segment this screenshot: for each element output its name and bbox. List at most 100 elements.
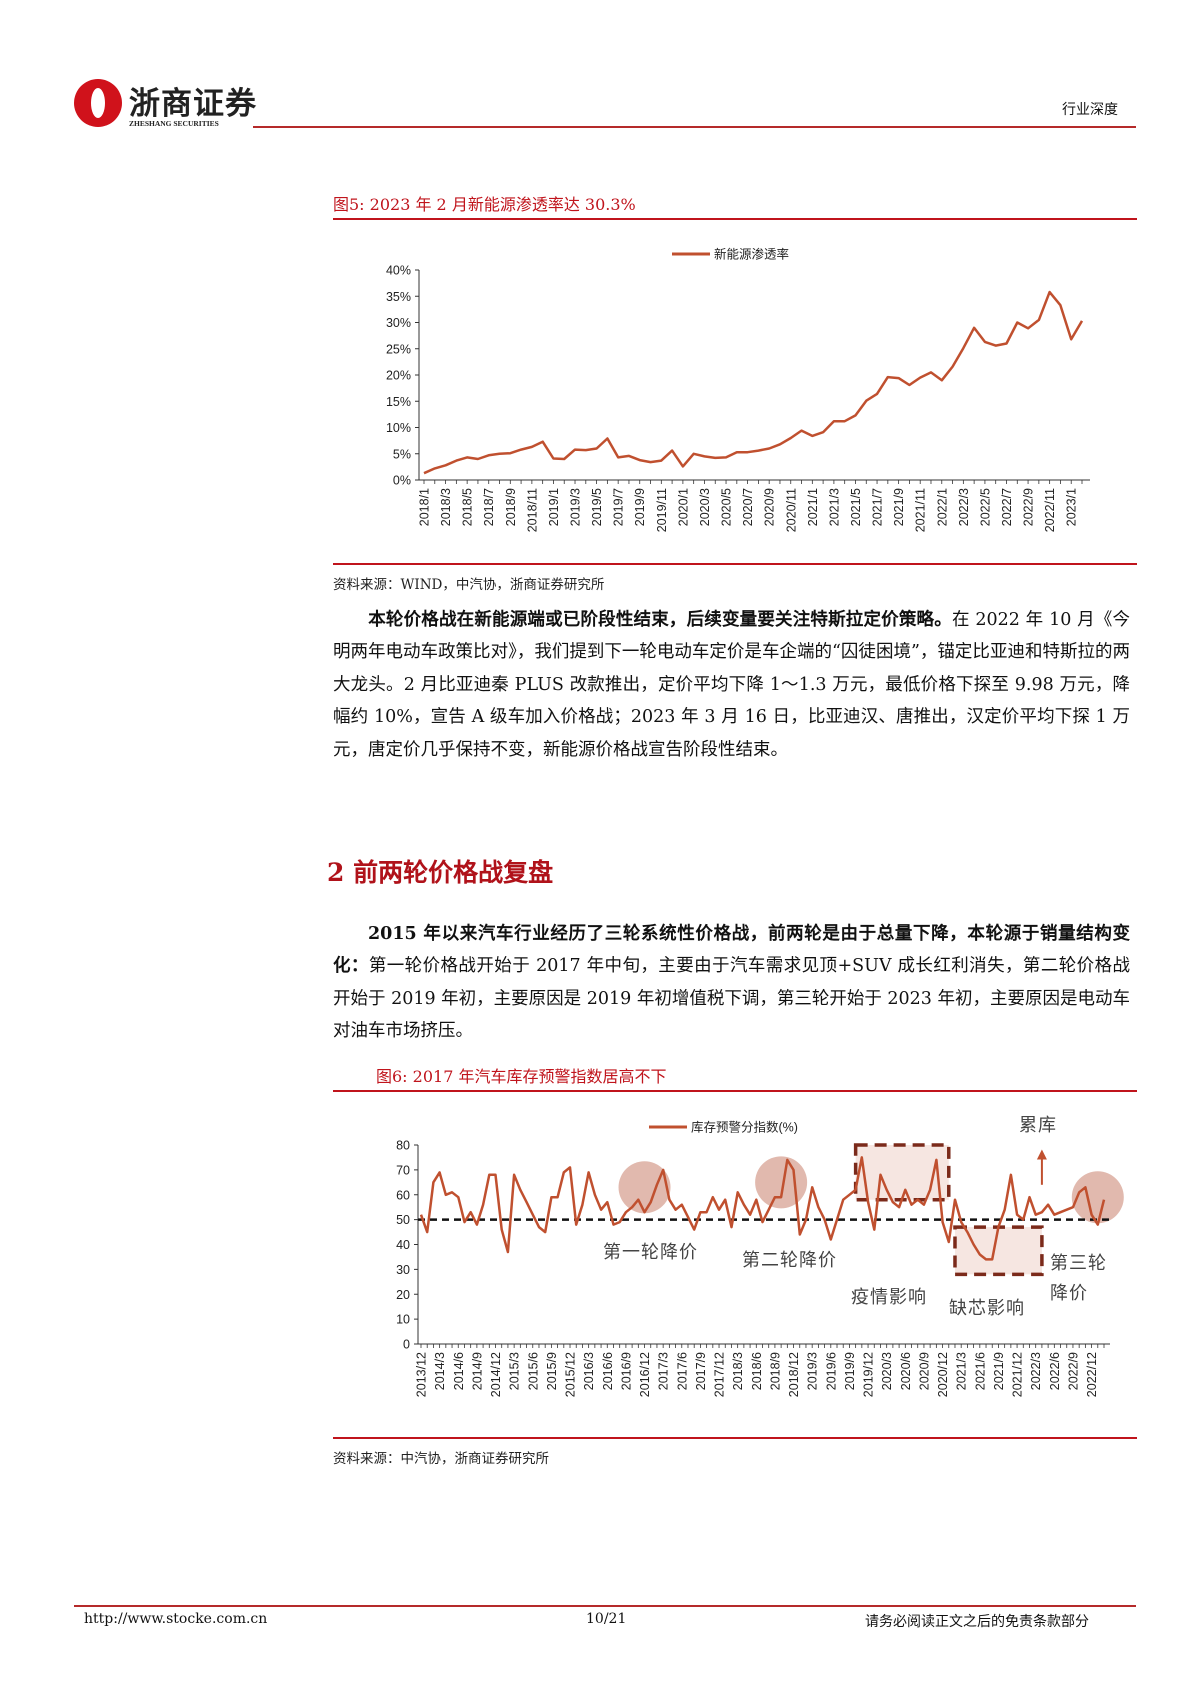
x-tick-label: 2019/12 <box>862 1352 876 1397</box>
legend-label: 新能源渗透率 <box>714 247 789 262</box>
x-tick-label: 2022/12 <box>1085 1352 1099 1397</box>
y-tick-label: 60 <box>396 1188 410 1202</box>
y-tick-label: 30% <box>386 316 411 330</box>
x-tick-label: 2020/9 <box>763 488 777 526</box>
y-tick-label: 30 <box>396 1263 410 1277</box>
x-tick-label: 2018/3 <box>439 488 453 526</box>
x-tick-label: 2015/3 <box>508 1352 522 1390</box>
footer-divider <box>74 1605 1136 1607</box>
series-line <box>419 1156 1106 1261</box>
y-tick-label: 15% <box>386 395 411 409</box>
x-tick-label: 2018/12 <box>787 1352 801 1397</box>
x-tick-label: 2020/3 <box>698 488 712 526</box>
x-tick-label: 2021/3 <box>827 488 841 526</box>
y-tick-label: 70 <box>396 1163 410 1177</box>
x-tick-label: 2020/9 <box>917 1352 931 1390</box>
y-tick-label: 50 <box>396 1213 410 1227</box>
figure5-source: 资料来源：WIND，中汽协，浙商证券研究所 <box>333 577 605 593</box>
footer-url[interactable]: http://www.stocke.com.cn <box>84 1611 268 1627</box>
y-tick-label: 25% <box>386 342 411 356</box>
x-tick-label: 2021/9 <box>892 488 906 526</box>
x-tick-label: 2020/11 <box>784 488 798 532</box>
x-tick-label: 2017/9 <box>694 1352 708 1390</box>
paragraph-2: 2015 年以来汽车行业经历了三轮系统性价格战，前两轮是由于总量下降，本轮源于销… <box>333 918 1130 1048</box>
x-tick-label: 2018/7 <box>482 488 496 526</box>
x-tick-label: 2018/6 <box>750 1352 764 1390</box>
y-tick-label: 40% <box>386 264 411 278</box>
highlight-circle <box>755 1156 808 1209</box>
chart-nev-penetration: 0% 5% 10% 15% 20% 25% 30% 35% 40% 2018/1 2018/3 201… <box>386 247 1090 532</box>
figure5-top-rule <box>333 218 1137 220</box>
paragraph-2-lead: 2015 年以来汽车行业经历了三轮系统性价格战，前两轮是由于总量下降，本轮源于销… <box>333 924 1130 977</box>
x-tick-label: 2023/1 <box>1065 488 1079 526</box>
legend-label: 库存预警分指数(%) <box>691 1120 798 1135</box>
figure6-title: 图6: 2017 年汽车库存预警指数居高不下 <box>376 1067 667 1086</box>
x-tick-label: 2020/3 <box>880 1352 894 1390</box>
x-tick-label: 2015/12 <box>564 1352 578 1397</box>
x-tick-label: 2016/12 <box>638 1352 652 1397</box>
paragraph-1-lead: 本轮价格战在新能源端或已阶段性结束，后续变量要关注特斯拉定价策略。 <box>368 610 952 630</box>
y-tick-label: 0 <box>403 1338 410 1352</box>
x-tick-label: 2019/9 <box>843 1352 857 1390</box>
x-tick-label: 2021/9 <box>992 1352 1006 1390</box>
highlight-circle <box>618 1161 671 1214</box>
report-category: 行业深度 <box>1062 102 1118 118</box>
x-tick-label: 2015/9 <box>545 1352 559 1390</box>
x-tick-label: 2021/11 <box>914 488 928 532</box>
x-tick-label: 2018/9 <box>504 488 518 526</box>
x-tick-label: 2013/12 <box>415 1352 429 1397</box>
x-tick-label: 2020/1 <box>676 488 690 526</box>
x-tick-label: 2022/11 <box>1043 488 1057 532</box>
y-tick-label: 0% <box>393 474 411 488</box>
x-tick-label: 2022/6 <box>1048 1352 1062 1390</box>
paragraph-2-body: 第一轮价格战开始于 2017 年中旬，主要由于汽车需求见顶+SUV 成长红利消失… <box>333 956 1131 1042</box>
x-tick-label: 2018/3 <box>731 1352 745 1390</box>
annotation-round1: 第一轮降价 <box>603 1242 698 1263</box>
y-tick-label: 40 <box>396 1238 410 1252</box>
x-tick-label: 2019/9 <box>633 488 647 526</box>
annotation-round2: 第二轮降价 <box>742 1250 837 1271</box>
company-logo-text: 浙商证券 <box>129 86 257 122</box>
paragraph-1-body: 在 2022 年 10 月《今明两年电动车政策比对》，我们提到下一轮电动车定价是… <box>333 610 1131 760</box>
x-tick-label: 2019/7 <box>612 488 626 526</box>
x-tick-label: 2018/5 <box>461 488 475 526</box>
x-tick-label: 2014/12 <box>489 1352 503 1397</box>
page-number: 10/21 <box>586 1611 627 1627</box>
x-tick-label: 2022/5 <box>978 488 992 526</box>
y-tick-label: 10% <box>386 421 411 435</box>
x-tick-label: 2015/6 <box>526 1352 540 1390</box>
company-logo-icon <box>74 79 122 127</box>
figure5-title: 图5: 2023 年 2 月新能源渗透率达 30.3% <box>333 195 636 214</box>
x-tick-label: 2020/6 <box>899 1352 913 1390</box>
x-tick-label: 2019/11 <box>655 488 669 532</box>
x-tick-label: 2020/12 <box>936 1352 950 1397</box>
x-tick-label: 2022/3 <box>1029 1352 1043 1390</box>
x-tick-label: 2018/1 <box>418 488 432 526</box>
x-tick-label: 2020/7 <box>741 488 755 526</box>
x-tick-label: 2014/6 <box>452 1352 466 1390</box>
x-tick-label: 2021/1 <box>806 488 820 526</box>
x-tick-label: 2019/5 <box>590 488 604 526</box>
x-tick-label: 2021/7 <box>871 488 885 526</box>
x-tick-label: 2021/6 <box>973 1352 987 1390</box>
x-tick-label: 2016/9 <box>619 1352 633 1390</box>
x-tick-label: 2022/1 <box>935 488 949 526</box>
x-tick-label: 2017/6 <box>675 1352 689 1390</box>
y-tick-label: 20% <box>386 369 411 383</box>
highlight-circle <box>1071 1171 1124 1224</box>
y-tick-label: 10 <box>396 1313 410 1327</box>
x-tick-label: 2019/3 <box>569 488 583 526</box>
header-divider <box>253 126 1136 128</box>
x-tick-label: 2016/6 <box>601 1352 615 1390</box>
x-tick-label: 2022/9 <box>1066 1352 1080 1390</box>
annotation-covid: 疫情影响 <box>851 1287 927 1308</box>
annotation-chip: 缺芯影响 <box>949 1298 1025 1319</box>
figure5-bottom-rule <box>333 563 1137 565</box>
arrow-head-icon <box>1036 1149 1047 1160</box>
x-tick-label: 2021/5 <box>849 488 863 526</box>
x-tick-label: 2014/3 <box>433 1352 447 1390</box>
section-heading: 2 前两轮价格战复盘 <box>327 858 554 887</box>
y-tick-label: 5% <box>393 447 411 461</box>
paragraph-1: 本轮价格战在新能源端或已阶段性结束，后续变量要关注特斯拉定价策略。在 2022 … <box>333 604 1130 766</box>
figure6-top-rule <box>333 1090 1137 1092</box>
